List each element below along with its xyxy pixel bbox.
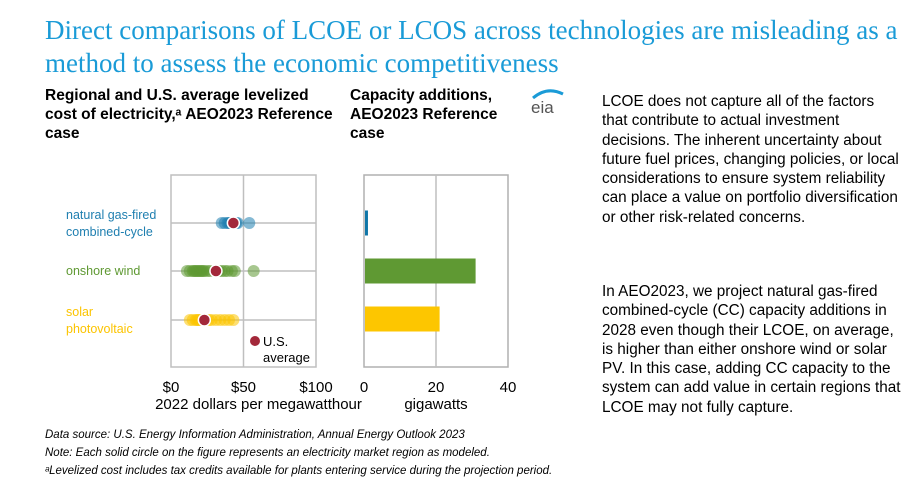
lcoe-category-label: natural gas-fired xyxy=(66,208,156,222)
us-average-dot xyxy=(209,264,223,278)
lcoe-x-tick-label: $50 xyxy=(231,379,256,396)
capacity-bar xyxy=(365,210,368,236)
regional-dot xyxy=(243,217,256,229)
legend-label-line1: U.S. xyxy=(263,334,288,349)
eia-logo-arc-icon xyxy=(532,89,564,100)
capacity-x-tick-label: 20 xyxy=(428,379,445,396)
capacity-bar xyxy=(365,306,440,332)
lcoe-chart-title: Regional and U.S. average levelized cost… xyxy=(45,86,335,143)
lcoe-category-label: onshore wind xyxy=(66,264,140,278)
lcoe-category-label: photovoltaic xyxy=(66,322,133,336)
lcoe-x-tick-label: $100 xyxy=(299,379,332,396)
legend-us-average-dot xyxy=(250,336,260,346)
lcoe-chart-title-text: Regional and U.S. average levelized cost… xyxy=(45,87,333,142)
eia-logo: eia xyxy=(531,89,564,116)
footnote-a: ᵃLevelized cost includes tax credits ava… xyxy=(45,465,553,477)
page-title: Direct comparisons of LCOE or LCOS acros… xyxy=(45,15,898,78)
regional-dot xyxy=(247,265,260,277)
us-average-dot xyxy=(197,313,212,327)
regional-dot xyxy=(228,265,241,277)
capacity-chart-title: Capacity additions, AEO2023 Reference ca… xyxy=(350,87,498,142)
capacity-chart: 0 20 40 gigawatts xyxy=(360,174,517,413)
capacity-x-tick-label: 40 xyxy=(500,379,517,396)
capacity-bar xyxy=(365,258,476,284)
regional-dot xyxy=(227,314,240,326)
lcoe-category-label: solar xyxy=(66,305,93,319)
capacity-x-tick-label: 0 xyxy=(360,379,368,396)
data-source-note: Data source: U.S. Energy Information Adm… xyxy=(45,429,465,441)
explanation-paragraph-2: In AEO2023, we project natural gas-fired… xyxy=(602,283,901,416)
lcoe-x-tick-label: $0 xyxy=(163,379,180,396)
lcoe-category-label: combined-cycle xyxy=(66,225,153,239)
lcoe-x-axis-label: 2022 dollars per megawatthour xyxy=(155,396,362,413)
legend-label-line2: average xyxy=(263,350,310,365)
circle-note: Note: Each solid circle on the figure re… xyxy=(45,447,490,459)
capacity-x-axis-label: gigawatts xyxy=(404,396,467,413)
explanation-paragraph-1: LCOE does not capture all of the factors… xyxy=(602,93,899,226)
eia-logo-text: eia xyxy=(531,98,554,116)
us-average-dot xyxy=(226,216,241,230)
